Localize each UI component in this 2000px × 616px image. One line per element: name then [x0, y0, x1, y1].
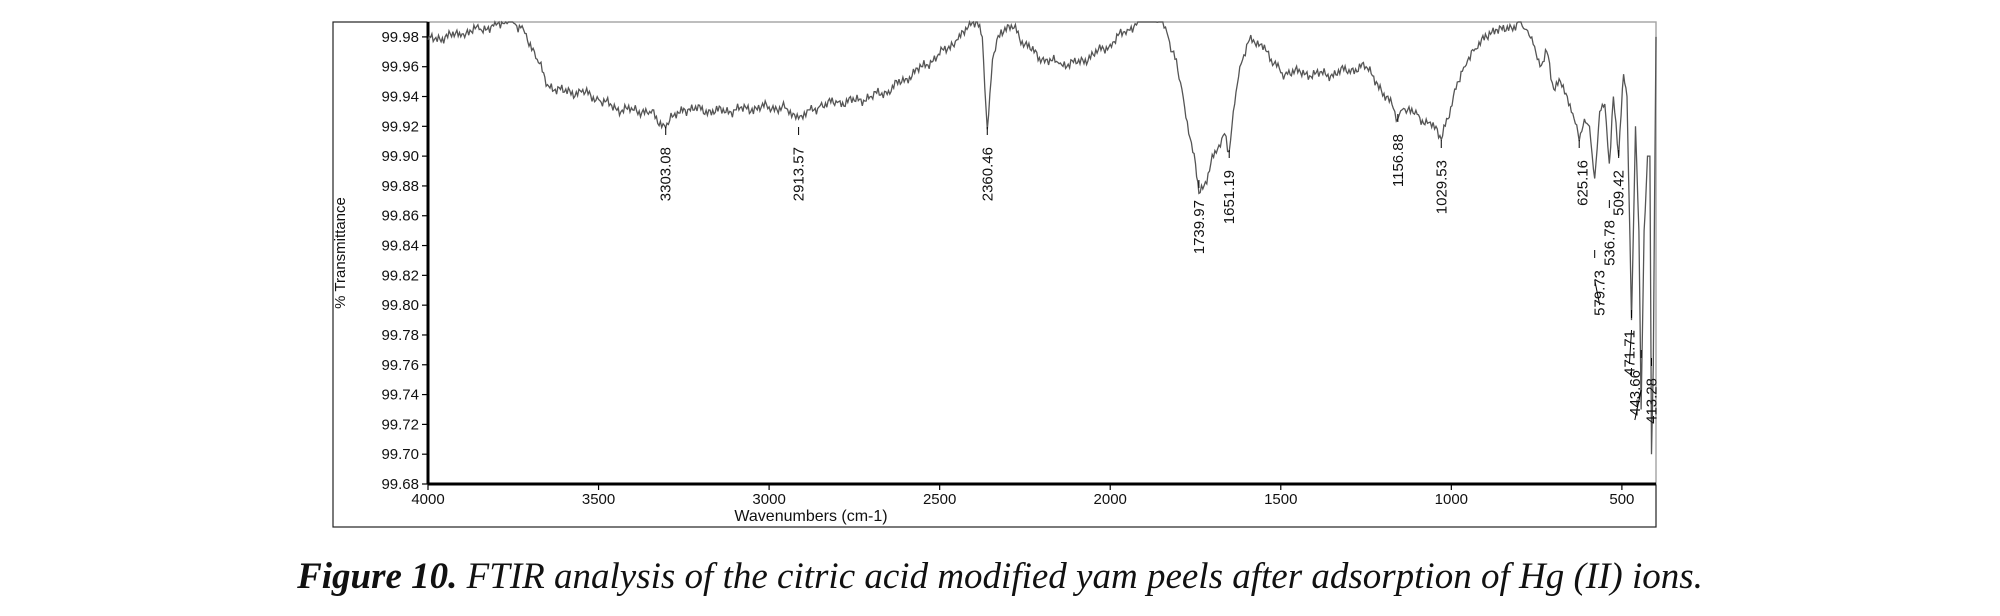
peak-label: 509.42: [1611, 170, 1628, 216]
x-tick-label: 500: [1609, 491, 1634, 508]
y-tick-label: 99.68: [381, 476, 419, 493]
x-axis-label: Wavenumbers (cm-1): [734, 508, 887, 525]
y-tick-label: 99.94: [381, 89, 419, 106]
peak-label: 1739.97: [1191, 200, 1208, 254]
y-tick-label: 99.92: [381, 118, 419, 135]
caption-text: FTIR analysis of the citric acid modifie…: [457, 556, 1703, 597]
peak-label: 2913.57: [791, 147, 808, 201]
peak-label: 579.73: [1592, 270, 1609, 316]
peak-label: 1156.88: [1390, 134, 1407, 187]
peak-leader-line: [1628, 329, 1633, 365]
y-tick-label: 99.88: [381, 178, 419, 195]
y-tick-label: 99.74: [381, 387, 419, 404]
peak-label: 1029.53: [1433, 160, 1450, 214]
y-axis-ticks: 99.98 99.96 99.94 99.92 99.90 99.88 99.86 99.84…: [381, 29, 428, 493]
x-tick-label: 3500: [582, 491, 615, 508]
y-tick-label: 99.70: [381, 446, 419, 463]
x-tick-label: 4000: [411, 491, 444, 508]
peak-label: 1651.19: [1221, 170, 1238, 224]
peak-leader-line: [1634, 389, 1642, 421]
peak-label: 3303.08: [658, 147, 675, 201]
peak-label: 471.71: [1621, 330, 1638, 376]
y-tick-label: 99.82: [381, 267, 419, 284]
y-tick-label: 99.78: [381, 327, 419, 344]
spectrum-line: [427, 19, 1657, 455]
y-tick-label: 99.86: [381, 208, 419, 225]
y-tick-label: 99.80: [381, 297, 419, 314]
y-tick-label: 99.90: [381, 148, 419, 165]
y-tick-label: 99.96: [381, 59, 419, 76]
x-tick-label: 1500: [1264, 491, 1297, 508]
peak-leader-line: [1594, 279, 1601, 306]
y-tick-label: 99.84: [381, 238, 419, 255]
peak-label: 625.16: [1575, 160, 1592, 206]
y-axis-label: % Transmittance: [332, 197, 349, 309]
y-tick-label: 99.72: [381, 416, 419, 433]
peak-label: 443.66: [1627, 370, 1644, 416]
peak-label: 536.78: [1601, 220, 1618, 266]
caption-lead: Figure 10.: [297, 556, 458, 597]
y-tick-label: 99.76: [381, 357, 419, 374]
peak-label: 2360.46: [979, 147, 996, 201]
peak-label: 413.28: [1643, 378, 1660, 424]
x-tick-label: 3000: [752, 491, 785, 508]
peak-annotations: 3303.08 2913.57 2360.46 1739.97 1651.19 1156.…: [658, 114, 1660, 424]
x-tick-label: 1000: [1435, 491, 1468, 508]
x-tick-label: 2000: [1094, 491, 1127, 508]
chart-outer-frame: [332, 21, 1657, 528]
y-tick-label: 99.98: [381, 29, 419, 46]
x-tick-label: 2500: [923, 491, 956, 508]
figure-caption: Figure 10. FTIR analysis of the citric a…: [0, 555, 2000, 598]
x-axis-ticks: 4000 3500 3000 2500 2000 1500 1000 500: [411, 484, 1634, 508]
